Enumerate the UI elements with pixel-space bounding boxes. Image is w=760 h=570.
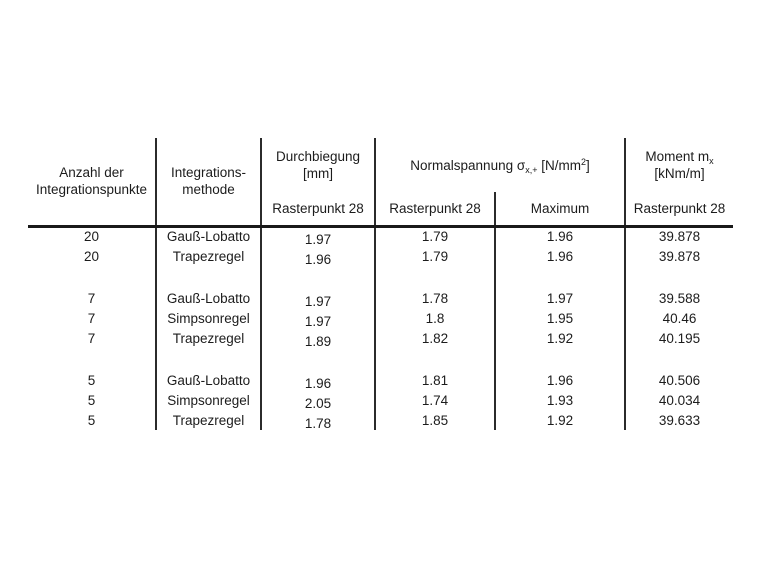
cell-durchbiegung: 1.89 bbox=[261, 328, 376, 349]
cell-durchbiegung: 1.96 bbox=[261, 246, 376, 267]
table-row: 5 Trapezregel 1.78 1.85 1.92 39.633 bbox=[28, 410, 733, 431]
cell-sigma-rasterpunkt: 1.85 bbox=[375, 410, 496, 430]
cell-punkte: 5 bbox=[28, 390, 157, 410]
cell-punkte: 20 bbox=[28, 226, 157, 246]
table-row: 7 Gauß-Lobatto 1.97 1.78 1.97 39.588 bbox=[28, 288, 733, 309]
table-row: 5 Gauß-Lobatto 1.96 1.81 1.96 40.506 bbox=[28, 370, 733, 391]
header-text-line: Integrations- bbox=[170, 165, 247, 181]
cell-moment-rasterpunkt: 39.633 bbox=[658, 412, 701, 428]
cell-value: 1.89 bbox=[304, 333, 332, 349]
cell-punkte: 7 bbox=[28, 288, 157, 308]
col-header-anzahl-integrationspunkte: Anzahl der Integrationspunkte bbox=[28, 138, 157, 228]
cell-methode: Simpsonregel bbox=[156, 390, 262, 410]
results-table: Anzahl der Integrationspunkte Integratio… bbox=[28, 138, 734, 431]
unit-exponent: 2 bbox=[580, 156, 586, 167]
cell-sigma-rasterpunkt: 1.79 bbox=[375, 226, 496, 246]
cell-sigma-rasterpunkt: 1.79 bbox=[375, 246, 496, 266]
subheader-sigma-maximum: Maximum bbox=[495, 192, 627, 228]
header-text-line: methode bbox=[182, 182, 235, 198]
header-text-line: Moment m bbox=[645, 149, 710, 164]
cell-methode: Gauß-Lobatto bbox=[156, 288, 262, 308]
table-row: 5 Simpsonregel 2.05 1.74 1.93 40.034 bbox=[28, 390, 733, 411]
cell-methode: Simpsonregel bbox=[156, 308, 262, 328]
col-header-integrationsmethode: Integrations- methode bbox=[156, 138, 262, 228]
cell-moment-rasterpunkt: 40.506 bbox=[658, 372, 701, 388]
cell-sigma-maximum: 1.92 bbox=[495, 410, 627, 430]
col-header-durchbiegung: Durchbiegung [mm] bbox=[261, 138, 376, 192]
header-unit: [mm] bbox=[303, 166, 333, 181]
cell-punkte: 5 bbox=[28, 410, 157, 430]
cell-sigma-maximum: 1.92 bbox=[495, 328, 627, 348]
header-unit: ] bbox=[585, 157, 590, 173]
cell-sigma-maximum: 1.93 bbox=[495, 390, 627, 410]
cell-methode: Gauß-Lobatto bbox=[156, 370, 262, 390]
cell-sigma-rasterpunkt: 1.81 bbox=[375, 370, 496, 390]
cell-value: 1.97 bbox=[304, 232, 332, 248]
cell-durchbiegung: 1.97 bbox=[261, 288, 376, 309]
table-row: 7 Simpsonregel 1.97 1.8 1.95 40.46 bbox=[28, 308, 733, 329]
table-row: 20 Gauß-Lobatto 1.97 1.79 1.96 39.878 bbox=[28, 226, 733, 248]
table-row: 7 Trapezregel 1.89 1.82 1.92 40.195 bbox=[28, 328, 733, 349]
cell-sigma-rasterpunkt: 1.78 bbox=[375, 288, 496, 308]
cell-value: 1.97 bbox=[304, 313, 332, 329]
header-text-line: Anzahl der bbox=[59, 165, 124, 181]
cell-methode: Trapezregel bbox=[156, 328, 262, 348]
cell-sigma-maximum: 1.95 bbox=[495, 308, 627, 328]
sigma-subscript: x,+ bbox=[525, 164, 538, 175]
cell-sigma-rasterpunkt: 1.74 bbox=[375, 390, 496, 410]
cell-methode: Trapezregel bbox=[156, 246, 262, 266]
subheader-durchbiegung-rasterpunkt: Rasterpunkt 28 bbox=[261, 192, 376, 228]
group-separator-row bbox=[28, 348, 733, 370]
moment-subscript: x bbox=[709, 156, 714, 166]
subheader-moment-rasterpunkt: Rasterpunkt 28 bbox=[625, 192, 734, 228]
col-header-moment: Moment mx [kNm/m] bbox=[625, 138, 733, 192]
cell-sigma-maximum: 1.96 bbox=[495, 226, 627, 246]
cell-methode: Gauß-Lobatto bbox=[156, 226, 262, 246]
header-text-line: Durchbiegung bbox=[275, 149, 361, 164]
header-row-main: Anzahl der Integrationspunkte Integratio… bbox=[28, 138, 733, 228]
cell-sigma-maximum: 1.96 bbox=[495, 370, 627, 390]
header-unit: [N/mm bbox=[537, 157, 581, 173]
cell-moment-rasterpunkt: 40.46 bbox=[662, 310, 697, 326]
group-separator-row bbox=[28, 266, 733, 288]
cell-punkte: 7 bbox=[28, 328, 157, 348]
cell-sigma-rasterpunkt: 1.8 bbox=[375, 308, 496, 328]
cell-punkte: 5 bbox=[28, 370, 157, 390]
cell-durchbiegung: 2.05 bbox=[261, 390, 376, 411]
cell-durchbiegung: 1.97 bbox=[261, 226, 376, 248]
cell-sigma-maximum: 1.96 bbox=[495, 246, 627, 266]
cell-moment-rasterpunkt: 40.195 bbox=[658, 330, 701, 346]
cell-punkte: 20 bbox=[28, 246, 157, 266]
cell-durchbiegung: 1.78 bbox=[261, 410, 376, 431]
header-unit: [kNm/m] bbox=[654, 166, 705, 181]
header-text-line: Normalspannung σ bbox=[410, 157, 526, 173]
subheader-sigma-rasterpunkt: Rasterpunkt 28 bbox=[375, 192, 496, 228]
cell-punkte: 7 bbox=[28, 308, 157, 328]
cell-value: 1.97 bbox=[304, 293, 332, 309]
cell-sigma-rasterpunkt: 1.82 bbox=[375, 328, 496, 348]
cell-methode: Trapezregel bbox=[156, 410, 262, 430]
cell-moment-rasterpunkt: 39.878 bbox=[658, 248, 701, 264]
cell-value: 2.05 bbox=[304, 395, 332, 411]
cell-value: 1.96 bbox=[304, 251, 332, 267]
cell-moment-rasterpunkt: 39.878 bbox=[658, 229, 701, 245]
cell-sigma-maximum: 1.97 bbox=[495, 288, 627, 308]
cell-moment-rasterpunkt: 40.034 bbox=[658, 392, 701, 408]
cell-durchbiegung: 1.96 bbox=[261, 370, 376, 391]
cell-value: 1.96 bbox=[304, 375, 332, 391]
table-row: 20 Trapezregel 1.96 1.79 1.96 39.878 bbox=[28, 246, 733, 267]
cell-value: 1.78 bbox=[304, 415, 332, 431]
cell-durchbiegung: 1.97 bbox=[261, 308, 376, 329]
col-header-normalspannung: Normalspannung σx,+ [N/mm2] bbox=[375, 138, 627, 192]
cell-moment-rasterpunkt: 39.588 bbox=[658, 290, 701, 306]
header-text-line: Integrationspunkte bbox=[35, 182, 148, 198]
header-row-sub: Rasterpunkt 28 Rasterpunkt 28 Maximum Ra… bbox=[28, 192, 734, 228]
